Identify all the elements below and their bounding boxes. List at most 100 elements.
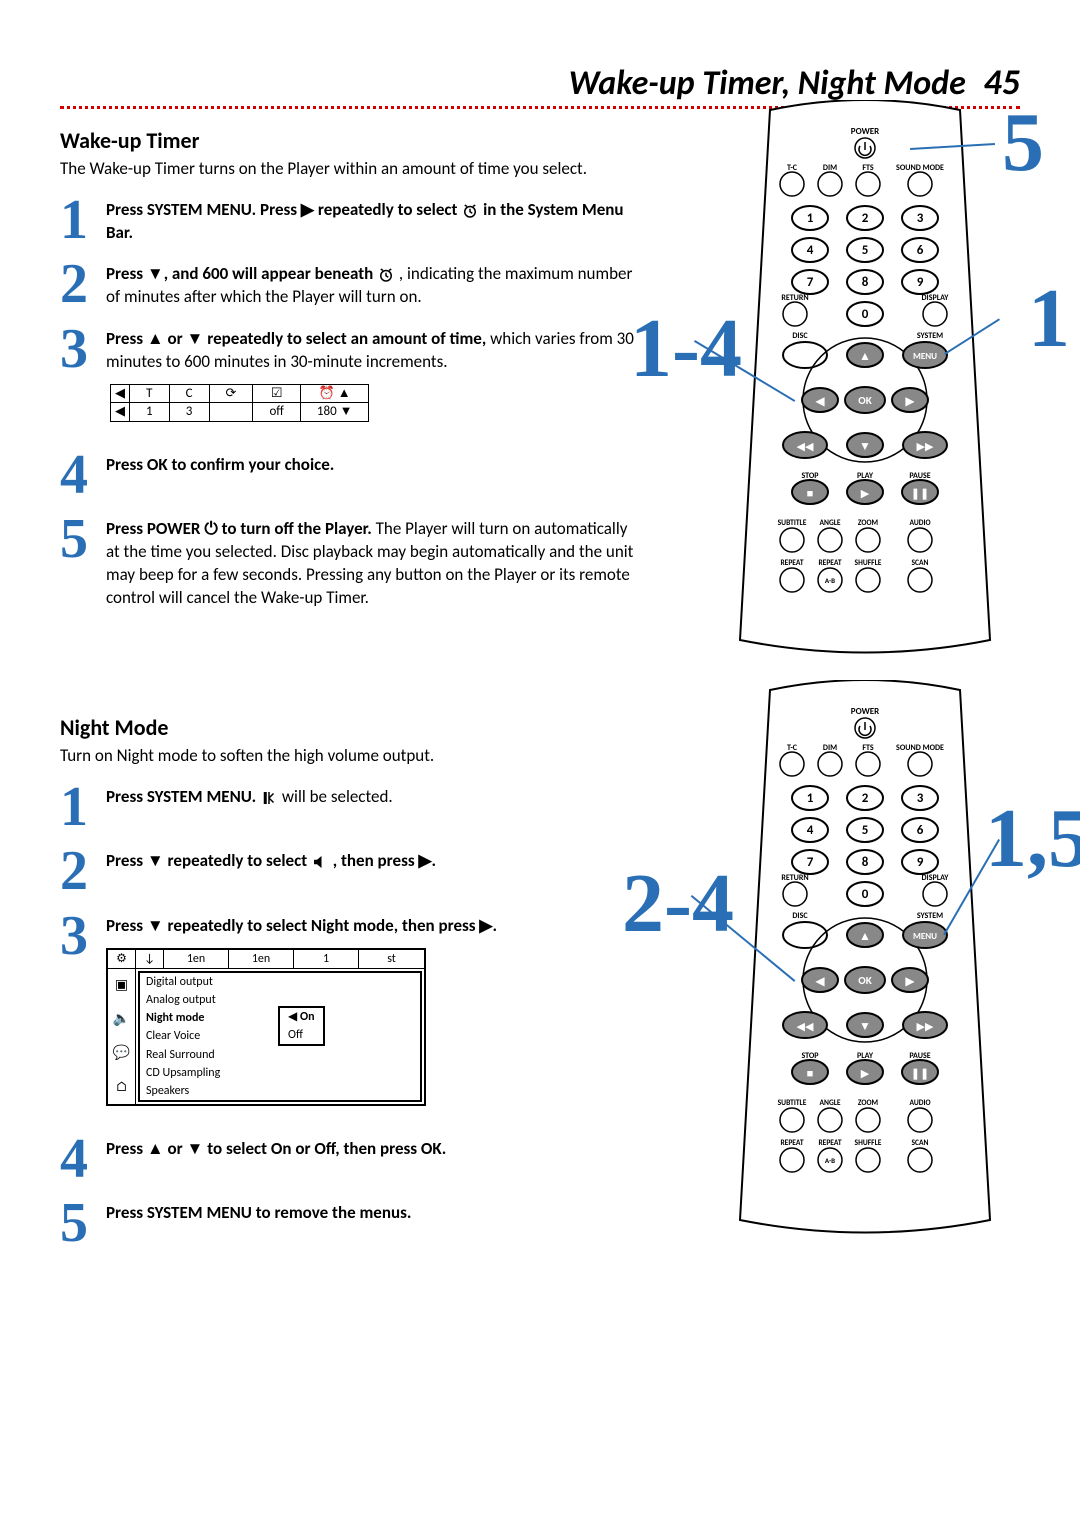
svg-text:DISC: DISC	[792, 911, 808, 921]
cell: ⟳	[209, 384, 253, 403]
svg-text:MENU: MENU	[913, 351, 937, 362]
osd-option-label: On	[300, 1010, 315, 1024]
svg-text:MENU: MENU	[913, 931, 937, 942]
svg-text:❚❚: ❚❚	[911, 487, 929, 500]
svg-text:6: 6	[917, 243, 924, 258]
svg-text:SUBTITLE: SUBTITLE	[778, 519, 807, 528]
osd-item: CD Upsampling	[140, 1064, 420, 1082]
svg-text:8: 8	[862, 855, 869, 870]
step-number: 5	[60, 514, 106, 564]
osd-top-cell: 1	[294, 950, 359, 968]
svg-text:▶▶: ▶▶	[917, 440, 934, 453]
speaker-icon	[311, 853, 329, 871]
step-number: 5	[60, 1198, 106, 1248]
osd-top-cell: ↓	[136, 950, 164, 968]
osd-sidebar: ▣ 🔈 💬 ⌂	[108, 969, 136, 1104]
step-number: 1	[60, 195, 106, 245]
step-bold: Press ▲ or ▼ to select On or Off, then p…	[106, 1138, 446, 1159]
svg-text:2: 2	[862, 211, 869, 226]
svg-text:AUDIO: AUDIO	[909, 519, 930, 528]
svg-text:▶▶: ▶▶	[917, 1020, 934, 1033]
step-bold: Press ▼, and 600 will appear beneath	[106, 263, 377, 284]
svg-text:REPEAT: REPEAT	[780, 559, 803, 568]
step-bold: Press ▼ repeatedly to select	[106, 850, 311, 871]
svg-text:▲: ▲	[859, 350, 871, 364]
step-text: Press ▼ repeatedly to select Night mode,…	[106, 911, 497, 1106]
svg-text:6: 6	[917, 823, 924, 838]
svg-text:SUBTITLE: SUBTITLE	[778, 1099, 807, 1108]
step-number: 1	[60, 782, 106, 832]
cell: C	[169, 384, 209, 403]
svg-text:9: 9	[917, 855, 924, 870]
cell	[209, 403, 253, 422]
step-number: 4	[60, 450, 106, 500]
svg-text:SCAN: SCAN	[912, 559, 929, 568]
svg-text:▶: ▶	[861, 1067, 870, 1080]
step-number: 3	[60, 911, 106, 961]
menubar-table: ◀ T C ⟳ ☑︎ ⏰ ▲ ◀ 1 3 off 180 ▼	[110, 384, 369, 422]
svg-text:OK: OK	[858, 394, 871, 407]
step-text: Press SYSTEM MENU. Press ▶ repeatedly to…	[106, 195, 636, 245]
picture-icon: ▣	[108, 969, 135, 1003]
svg-text:2: 2	[862, 791, 869, 806]
svg-text:◀: ◀	[815, 395, 825, 409]
wakeup-intro: The Wake-up Timer turns on the Player wi…	[60, 158, 620, 181]
svg-text:9: 9	[917, 275, 924, 290]
svg-text:3: 3	[917, 211, 924, 226]
svg-text:REPEAT: REPEAT	[818, 559, 841, 568]
cell: off	[253, 403, 300, 422]
step-text: Press SYSTEM MENU. will be selected.	[106, 782, 393, 809]
step-text: Press POWER ⏻ to turn off the Player. Th…	[106, 514, 636, 610]
svg-text:▼: ▼	[859, 440, 871, 454]
page-header: Wake-up Timer, Night Mode 45	[60, 60, 1020, 104]
svg-text:1: 1	[807, 791, 814, 806]
svg-text:SHUFFLE: SHUFFLE	[855, 1139, 882, 1148]
arrow-left-icon: ◀	[111, 403, 130, 422]
lock-icon: ⌂	[108, 1070, 135, 1104]
remote-illustration-bottom: 1,5 2-4 POWERT-CDIMFTSSOUND MODE12345678…	[700, 680, 1030, 1240]
svg-text:DISC: DISC	[792, 331, 808, 341]
table-row: ◀ T C ⟳ ☑︎ ⏰ ▲	[111, 384, 369, 403]
remote-illustration-top: 5 1 1-4 POWERT-CDIMFTSSOUND MODE12345678…	[700, 100, 1030, 660]
step-number: 3	[60, 324, 106, 374]
step-bold: Press SYSTEM MENU to remove the menus.	[106, 1202, 411, 1223]
svg-text:SHUFFLE: SHUFFLE	[855, 559, 882, 568]
osd-body: ▣ 🔈 💬 ⌂ Digital output Analog output Nig…	[108, 969, 424, 1104]
step-bold: Press ▼ repeatedly to select Night mode,…	[106, 915, 497, 936]
osd-options: ◀ On Off	[278, 1006, 325, 1046]
svg-text:▶: ▶	[905, 395, 915, 409]
svg-text:ZOOM: ZOOM	[858, 1099, 879, 1108]
svg-text:POWER: POWER	[851, 126, 879, 137]
svg-text:A-B: A-B	[825, 576, 835, 585]
alarm-icon	[377, 266, 395, 284]
svg-text:POWER: POWER	[851, 706, 879, 717]
osd-item: Speakers	[140, 1082, 420, 1100]
step-bold: Press SYSTEM MENU. Press ▶ repeatedly to…	[106, 199, 461, 220]
cell: 3	[169, 403, 209, 422]
osd-option: ◀ On	[280, 1008, 323, 1026]
step-number: 2	[60, 846, 106, 896]
svg-text:8: 8	[862, 275, 869, 290]
night-mode-osd: ⚙ ↓ 1en 1en 1 st ▣ 🔈 💬 ⌂	[106, 948, 426, 1107]
svg-text:A-B: A-B	[825, 1156, 835, 1165]
page-number: 45	[984, 60, 1021, 104]
svg-text:0: 0	[862, 307, 869, 322]
step-text: Press SYSTEM MENU to remove the menus.	[106, 1198, 411, 1225]
step-tail: will be selected.	[282, 786, 393, 807]
svg-text:7: 7	[807, 855, 814, 870]
osd-item: Real Surround	[140, 1046, 420, 1064]
svg-text:REPEAT: REPEAT	[780, 1139, 803, 1148]
step-bold: Press SYSTEM MENU.	[106, 786, 260, 807]
alarm-icon	[461, 202, 479, 220]
callout-1: 1	[1028, 270, 1070, 367]
menu-bar-icon	[260, 789, 278, 807]
osd-top-row: ⚙ ↓ 1en 1en 1 st	[108, 950, 424, 969]
svg-text:■: ■	[807, 1067, 814, 1080]
svg-text:◀◀: ◀◀	[797, 1020, 814, 1033]
osd-top-cell: ⚙	[108, 950, 136, 968]
osd-top-cell: 1en	[164, 950, 229, 968]
svg-text:REPEAT: REPEAT	[818, 1139, 841, 1148]
svg-text:ZOOM: ZOOM	[858, 519, 879, 528]
svg-text:▲: ▲	[859, 930, 871, 944]
cell: T	[130, 384, 170, 403]
